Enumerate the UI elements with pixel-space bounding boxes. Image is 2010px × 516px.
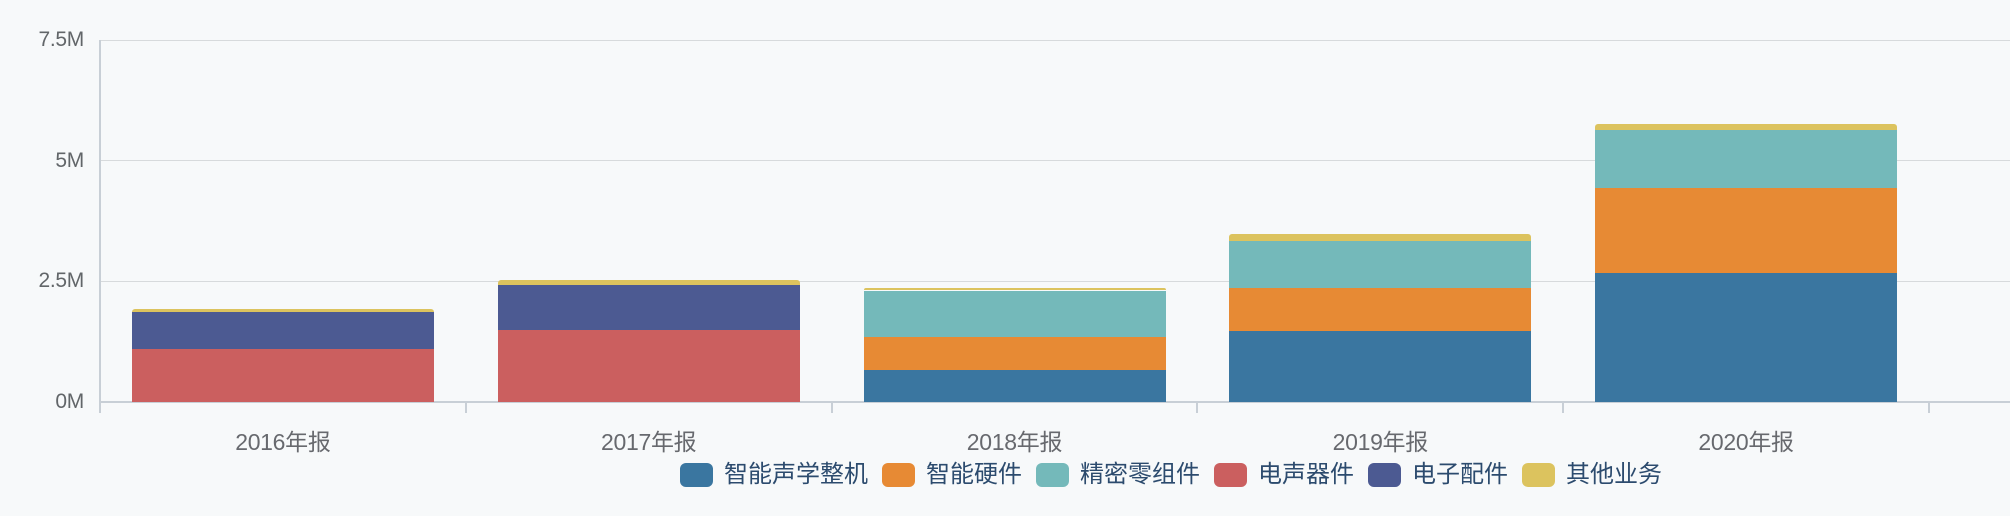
gridline xyxy=(100,39,2010,41)
legend-label: 智能声学整机 xyxy=(724,461,868,488)
legend-swatch-icon xyxy=(680,463,713,487)
bar-segment-2020年报-智能硬件[interactable] xyxy=(1595,188,1898,274)
x-axis-category-label: 2018年报 xyxy=(966,429,1063,455)
x-axis-line xyxy=(100,401,2010,403)
bar-segment-2016年报-电声器件[interactable] xyxy=(131,348,434,402)
bar-segment-2017年报-电子配件[interactable] xyxy=(497,284,800,330)
legend-item-电子配件[interactable]: 电子配件 xyxy=(1368,463,1508,487)
legend-swatch-icon xyxy=(1522,463,1555,487)
bar-segment-2018年报-智能声学整机[interactable] xyxy=(863,370,1166,402)
x-axis-tick xyxy=(830,402,833,413)
legend-label: 精密零组件 xyxy=(1080,461,1200,488)
legend-item-电声器件[interactable]: 电声器件 xyxy=(1214,463,1354,487)
bar-segment-2020年报-智能声学整机[interactable] xyxy=(1595,273,1898,402)
y-axis-tick-label: 2.5M xyxy=(38,269,85,293)
legend-swatch-icon xyxy=(882,463,915,487)
x-axis-tick xyxy=(464,402,467,413)
legend-label: 电子配件 xyxy=(1412,461,1508,488)
legend-label: 智能硬件 xyxy=(926,461,1022,488)
bar-segment-2018年报-其他业务[interactable] xyxy=(863,287,1166,291)
bar-segment-2018年报-智能硬件[interactable] xyxy=(863,337,1166,371)
legend-label: 其他业务 xyxy=(1566,461,1662,488)
x-axis-category-label: 2019年报 xyxy=(1332,429,1429,455)
y-axis-tick-label: 5M xyxy=(55,148,84,172)
chart-legend: 智能声学整机 智能硬件 精密零组件 电声器件 电子配件 其他业务 xyxy=(680,463,1662,487)
legend-label: 电声器件 xyxy=(1258,461,1354,488)
bar-segment-2019年报-智能声学整机[interactable] xyxy=(1229,331,1532,402)
bar-segment-2017年报-电声器件[interactable] xyxy=(497,329,800,402)
bar-segment-2016年报-其他业务[interactable] xyxy=(131,309,434,313)
legend-item-智能声学整机[interactable]: 智能声学整机 xyxy=(680,463,868,487)
legend-item-其他业务[interactable]: 其他业务 xyxy=(1522,463,1662,487)
legend-swatch-icon xyxy=(1036,463,1069,487)
bar-segment-2016年报-电子配件[interactable] xyxy=(131,312,434,349)
x-axis-tick xyxy=(1562,402,1565,413)
bar-segment-2019年报-其他业务[interactable] xyxy=(1229,234,1532,242)
x-axis-category-label: 2020年报 xyxy=(1698,429,1794,455)
x-axis-category-label: 2017年报 xyxy=(601,429,697,455)
legend-item-智能硬件[interactable]: 智能硬件 xyxy=(882,463,1022,487)
y-axis-tick-label: 7.5M xyxy=(38,28,85,51)
bar-segment-2019年报-智能硬件[interactable] xyxy=(1229,288,1532,332)
legend-item-精密零组件[interactable]: 精密零组件 xyxy=(1036,463,1200,487)
x-axis-category-label: 2016年报 xyxy=(235,429,331,455)
bar-segment-2018年报-精密零组件[interactable] xyxy=(863,290,1166,338)
bar-segment-2017年报-其他业务[interactable] xyxy=(497,279,800,285)
gridline xyxy=(100,160,2010,162)
y-axis-tick-label: 0M xyxy=(55,390,84,413)
legend-swatch-icon xyxy=(1214,463,1247,487)
bar-segment-2019年报-精密零组件[interactable] xyxy=(1229,241,1532,289)
bar-segment-2020年报-精密零组件[interactable] xyxy=(1595,130,1898,189)
y-axis-line xyxy=(99,40,101,413)
x-axis-tick xyxy=(1196,402,1199,413)
gridline xyxy=(100,280,2010,282)
bar-segment-2020年报-其他业务[interactable] xyxy=(1595,123,1898,131)
legend-swatch-icon xyxy=(1368,463,1401,487)
x-axis-tick xyxy=(1928,402,1930,413)
